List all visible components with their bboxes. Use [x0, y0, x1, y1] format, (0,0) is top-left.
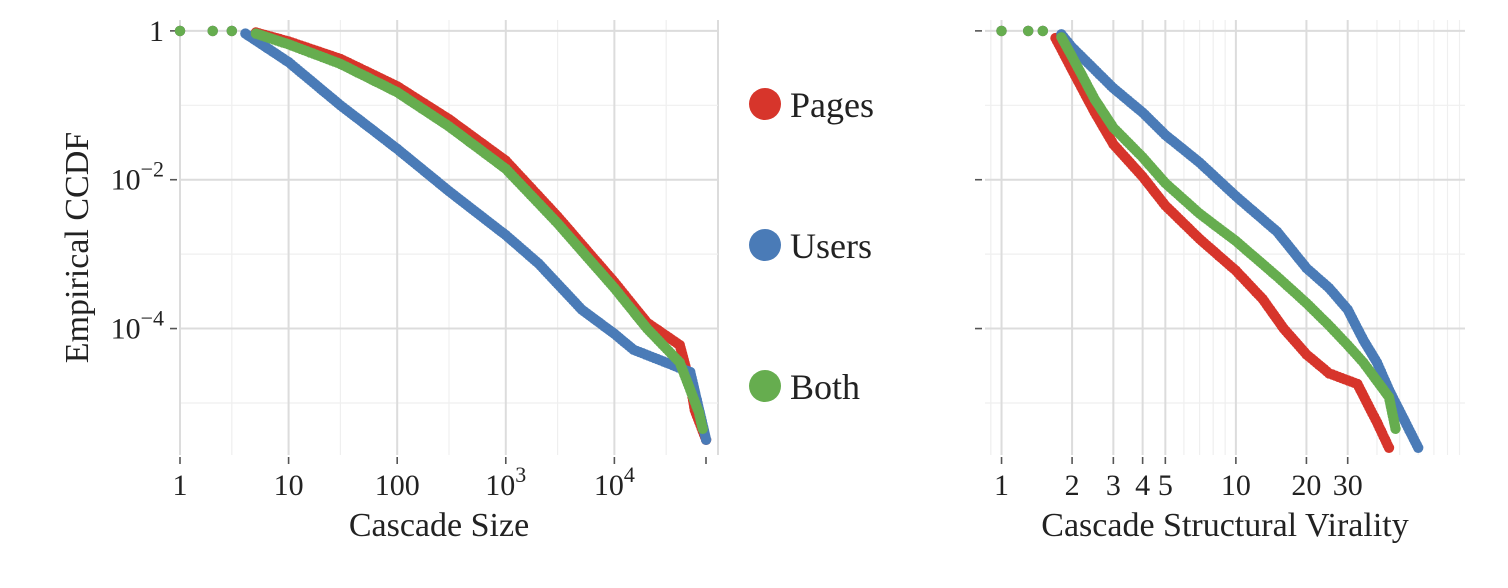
- x-tick-label: 30: [1333, 469, 1363, 502]
- y-tick-label: 10−2: [111, 157, 164, 197]
- grid: [985, 20, 1465, 455]
- legend-label: Both: [790, 367, 860, 407]
- legend-item-pages: Pages: [749, 85, 874, 125]
- legend: Pages Users Both: [749, 85, 874, 407]
- panel-cascade-size: 1 10 100 103 104 1 10−2 10−4 Cascade Size Empiric…: [59, 15, 719, 544]
- series-pages: [174, 25, 712, 445]
- x-tick-label: 10: [274, 469, 304, 502]
- axis-ticks: 1 10 100 103 104 1 10−2 10−4: [111, 15, 707, 502]
- x-tick-label: 1: [994, 469, 1009, 502]
- x-tick-label: 4: [1135, 469, 1150, 502]
- data-point-both: [1022, 25, 1034, 37]
- data-point-both: [1390, 423, 1401, 434]
- data-point-both: [996, 25, 1007, 37]
- x-tick-label: 104: [594, 462, 635, 502]
- x-tick-label: 20: [1291, 469, 1321, 502]
- axis-ticks: 1 2 3 4 5 10 20 30: [975, 30, 1363, 502]
- legend-marker: [749, 370, 781, 402]
- legend-label: Pages: [790, 85, 874, 125]
- series-both: [996, 25, 1401, 434]
- data-point-users: [1413, 442, 1424, 453]
- data-point-both: [207, 25, 218, 37]
- y-tick-label: 1: [149, 15, 164, 48]
- x-tick-label: 5: [1158, 469, 1173, 502]
- data-point-users: [700, 434, 712, 445]
- data-point-both: [1037, 25, 1049, 37]
- series-users: [996, 25, 1424, 453]
- data-point-both: [174, 25, 186, 37]
- x-tick-label: 1: [173, 469, 188, 502]
- x-axis-title: Cascade Structural Virality: [1041, 507, 1408, 544]
- x-tick-label: 100: [375, 469, 420, 502]
- y-axis-title: Empirical CCDF: [59, 132, 96, 363]
- data-point-both: [226, 25, 237, 37]
- x-tick-label: 10: [1221, 469, 1251, 502]
- series-both: [174, 25, 708, 434]
- x-axis-title: Cascade Size: [349, 507, 529, 544]
- legend-marker: [749, 88, 781, 120]
- panel-structural-virality: 1 2 3 4 5 10 20 30 Cascade Structural Virality: [975, 20, 1465, 544]
- legend-label: Users: [790, 226, 872, 266]
- x-tick-label: 103: [485, 462, 526, 502]
- x-tick-label: 3: [1106, 469, 1121, 502]
- data-point-both: [697, 423, 708, 434]
- data-point-pages: [1383, 442, 1395, 453]
- legend-marker: [749, 229, 781, 261]
- series-pages: [996, 25, 1395, 453]
- series-users: [174, 25, 712, 445]
- legend-item-both: Both: [749, 367, 860, 407]
- y-tick-label: 10−4: [111, 306, 164, 346]
- grid: [179, 20, 719, 455]
- legend-item-users: Users: [749, 226, 872, 266]
- x-tick-label: 2: [1065, 469, 1080, 502]
